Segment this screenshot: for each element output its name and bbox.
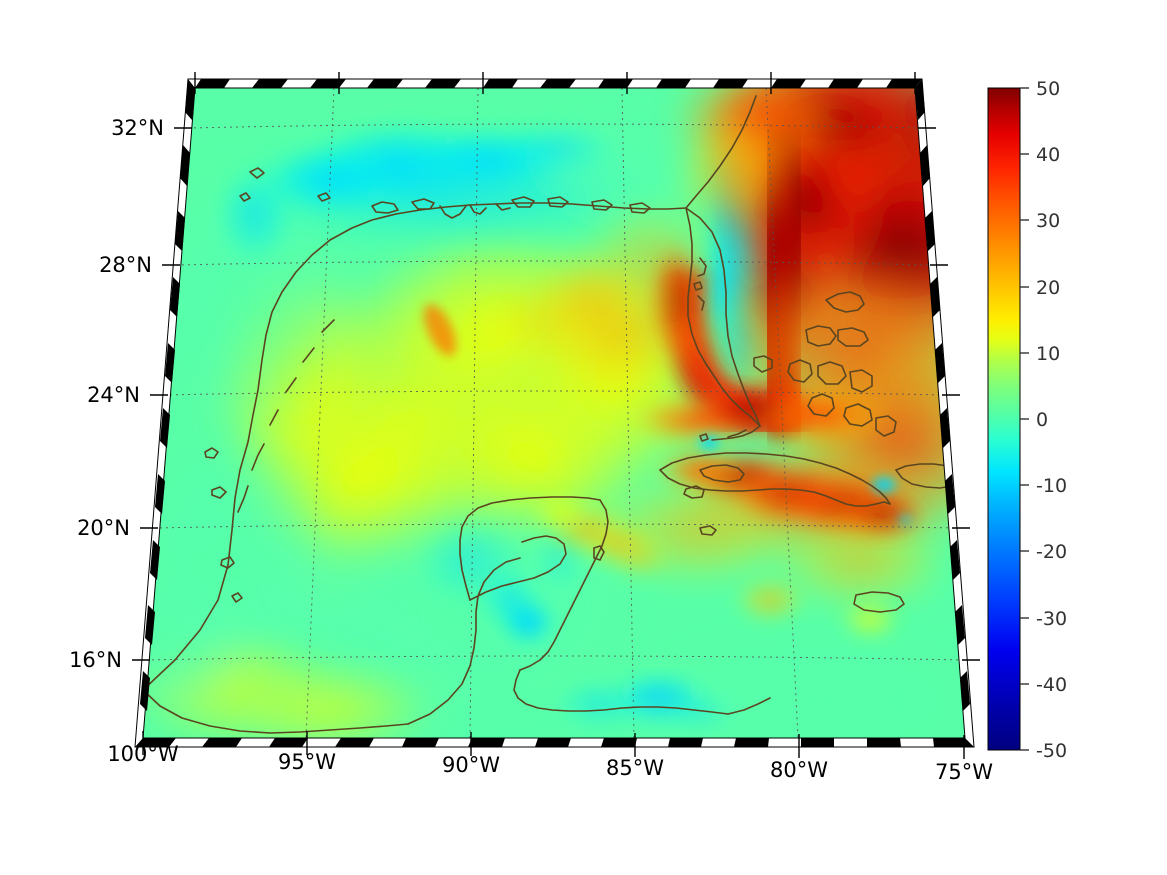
colorbar-tick-label-40: 40 [1036,144,1061,166]
lon-tick-label-95W: 95°W [278,750,336,774]
lat-tick-label-24N: 24°N [87,383,140,407]
coastline-layer [143,95,959,734]
colorbar-tick-label-m20: -20 [1036,541,1068,563]
heatmap-field [143,88,965,738]
colorbar[interactable] [987,87,1029,751]
lat-tick-label-28N: 28°N [99,253,152,277]
lon-tick-label-85W: 85°W [606,756,664,780]
lat-tick-label-32N: 32°N [111,116,164,140]
lon-tick-label-80W: 80°W [770,758,828,782]
colorbar-tick-label-m50: -50 [1036,740,1068,762]
colorbar-tick-label-m40: -40 [1036,674,1068,696]
colorbar-tick-label-50: 50 [1036,78,1061,100]
lon-tick-label-75W: 75°W [935,760,993,784]
colorbar-tick-label-10: 10 [1036,343,1061,365]
colorbar-tick-label-20: 20 [1036,277,1061,299]
lat-tick-label-16N: 16°N [69,648,122,672]
map-frame [132,72,980,759]
lon-tick-label-90W: 90°W [442,753,500,777]
colorbar-tick-label-m30: -30 [1036,608,1068,630]
colorbar-tick-label-m10: -10 [1036,475,1068,497]
lat-tick-label-20N: 20°N [77,516,130,540]
colorbar-tick-label-0: 0 [1036,409,1049,431]
colorbar-gradient [987,87,1021,751]
colorbar-tick-label-30: 30 [1036,210,1061,232]
lon-tick-label-100W: 100°W [107,742,179,766]
colorbar-ticks [1020,87,1029,751]
axis-ticks [132,72,980,759]
graticule [145,88,964,738]
